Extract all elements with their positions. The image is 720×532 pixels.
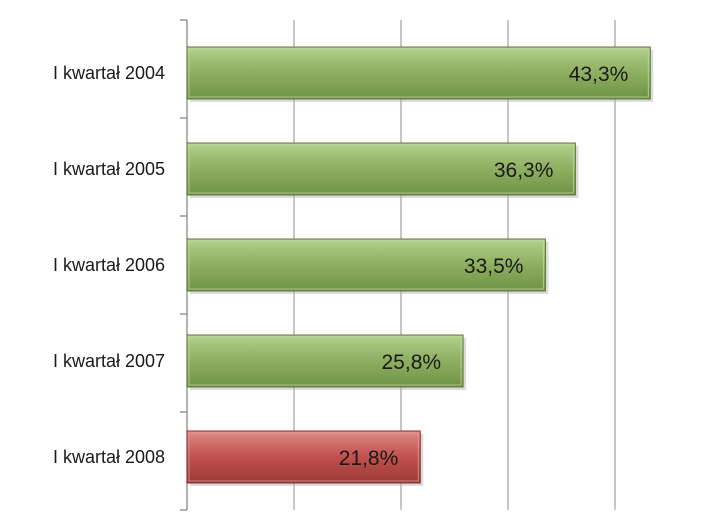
category-label: I kwartał 2004 [53,63,165,83]
axis [180,19,188,511]
value-label: 25,8% [382,351,442,374]
bar [186,238,546,292]
value-label: 21,8% [339,447,399,470]
bar [186,46,651,100]
value-label: 36,3% [494,159,554,182]
bar-bevel [188,144,574,194]
category-label: I kwartał 2006 [53,255,165,275]
labels: I kwartał 2004 43,3% I kwartał 2005 36,3% I … [53,63,628,470]
bar-bevel [188,48,649,98]
bar-bevel [188,240,544,290]
category-label: I kwartał 2005 [53,159,165,179]
bar [186,334,464,388]
bars [186,46,654,486]
bar [186,430,421,484]
category-label: I kwartał 2008 [53,447,165,467]
bar-bevel [188,432,419,482]
bar-bevel [188,336,462,386]
value-label: 33,5% [464,255,524,278]
bar [186,142,576,196]
category-label: I kwartał 2007 [53,351,165,371]
value-label: 43,3% [569,63,629,86]
